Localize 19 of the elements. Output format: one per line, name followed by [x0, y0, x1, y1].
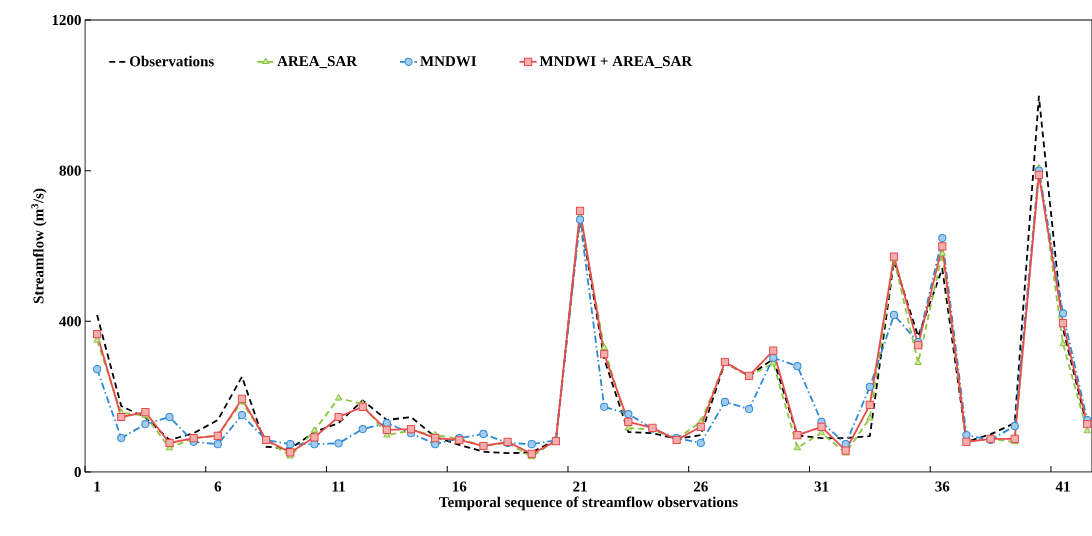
y-axis-title: Streamflow (m$^{3}$/s): [31, 188, 47, 304]
x-axis-title: Temporal sequence of streamflow observations: [439, 496, 738, 511]
x-tick-label: 41: [1055, 481, 1070, 492]
x-tick-label: 11: [332, 481, 345, 492]
x-tick-label: 21: [573, 481, 587, 492]
legend-label: Observations: [129, 55, 214, 67]
y-tick-label: 0: [74, 466, 81, 478]
x-tick-label: 1: [94, 481, 101, 492]
y-tick-label: 800: [59, 165, 81, 176]
y-tick-label: 1200: [52, 14, 81, 26]
x-tick-label: 26: [693, 481, 708, 492]
x-tick-label: 16: [453, 481, 467, 492]
x-tick-label: 6: [214, 481, 222, 492]
x-tick-label: 31: [814, 481, 829, 492]
y-tick-label: 400: [59, 316, 81, 327]
legend-label: AREA_SAR: [277, 56, 358, 69]
x-tick-label: 36: [935, 481, 950, 492]
legend-label: MNDWI: [420, 56, 477, 67]
legend-label: MNDWI + AREA_SAR: [539, 56, 693, 69]
